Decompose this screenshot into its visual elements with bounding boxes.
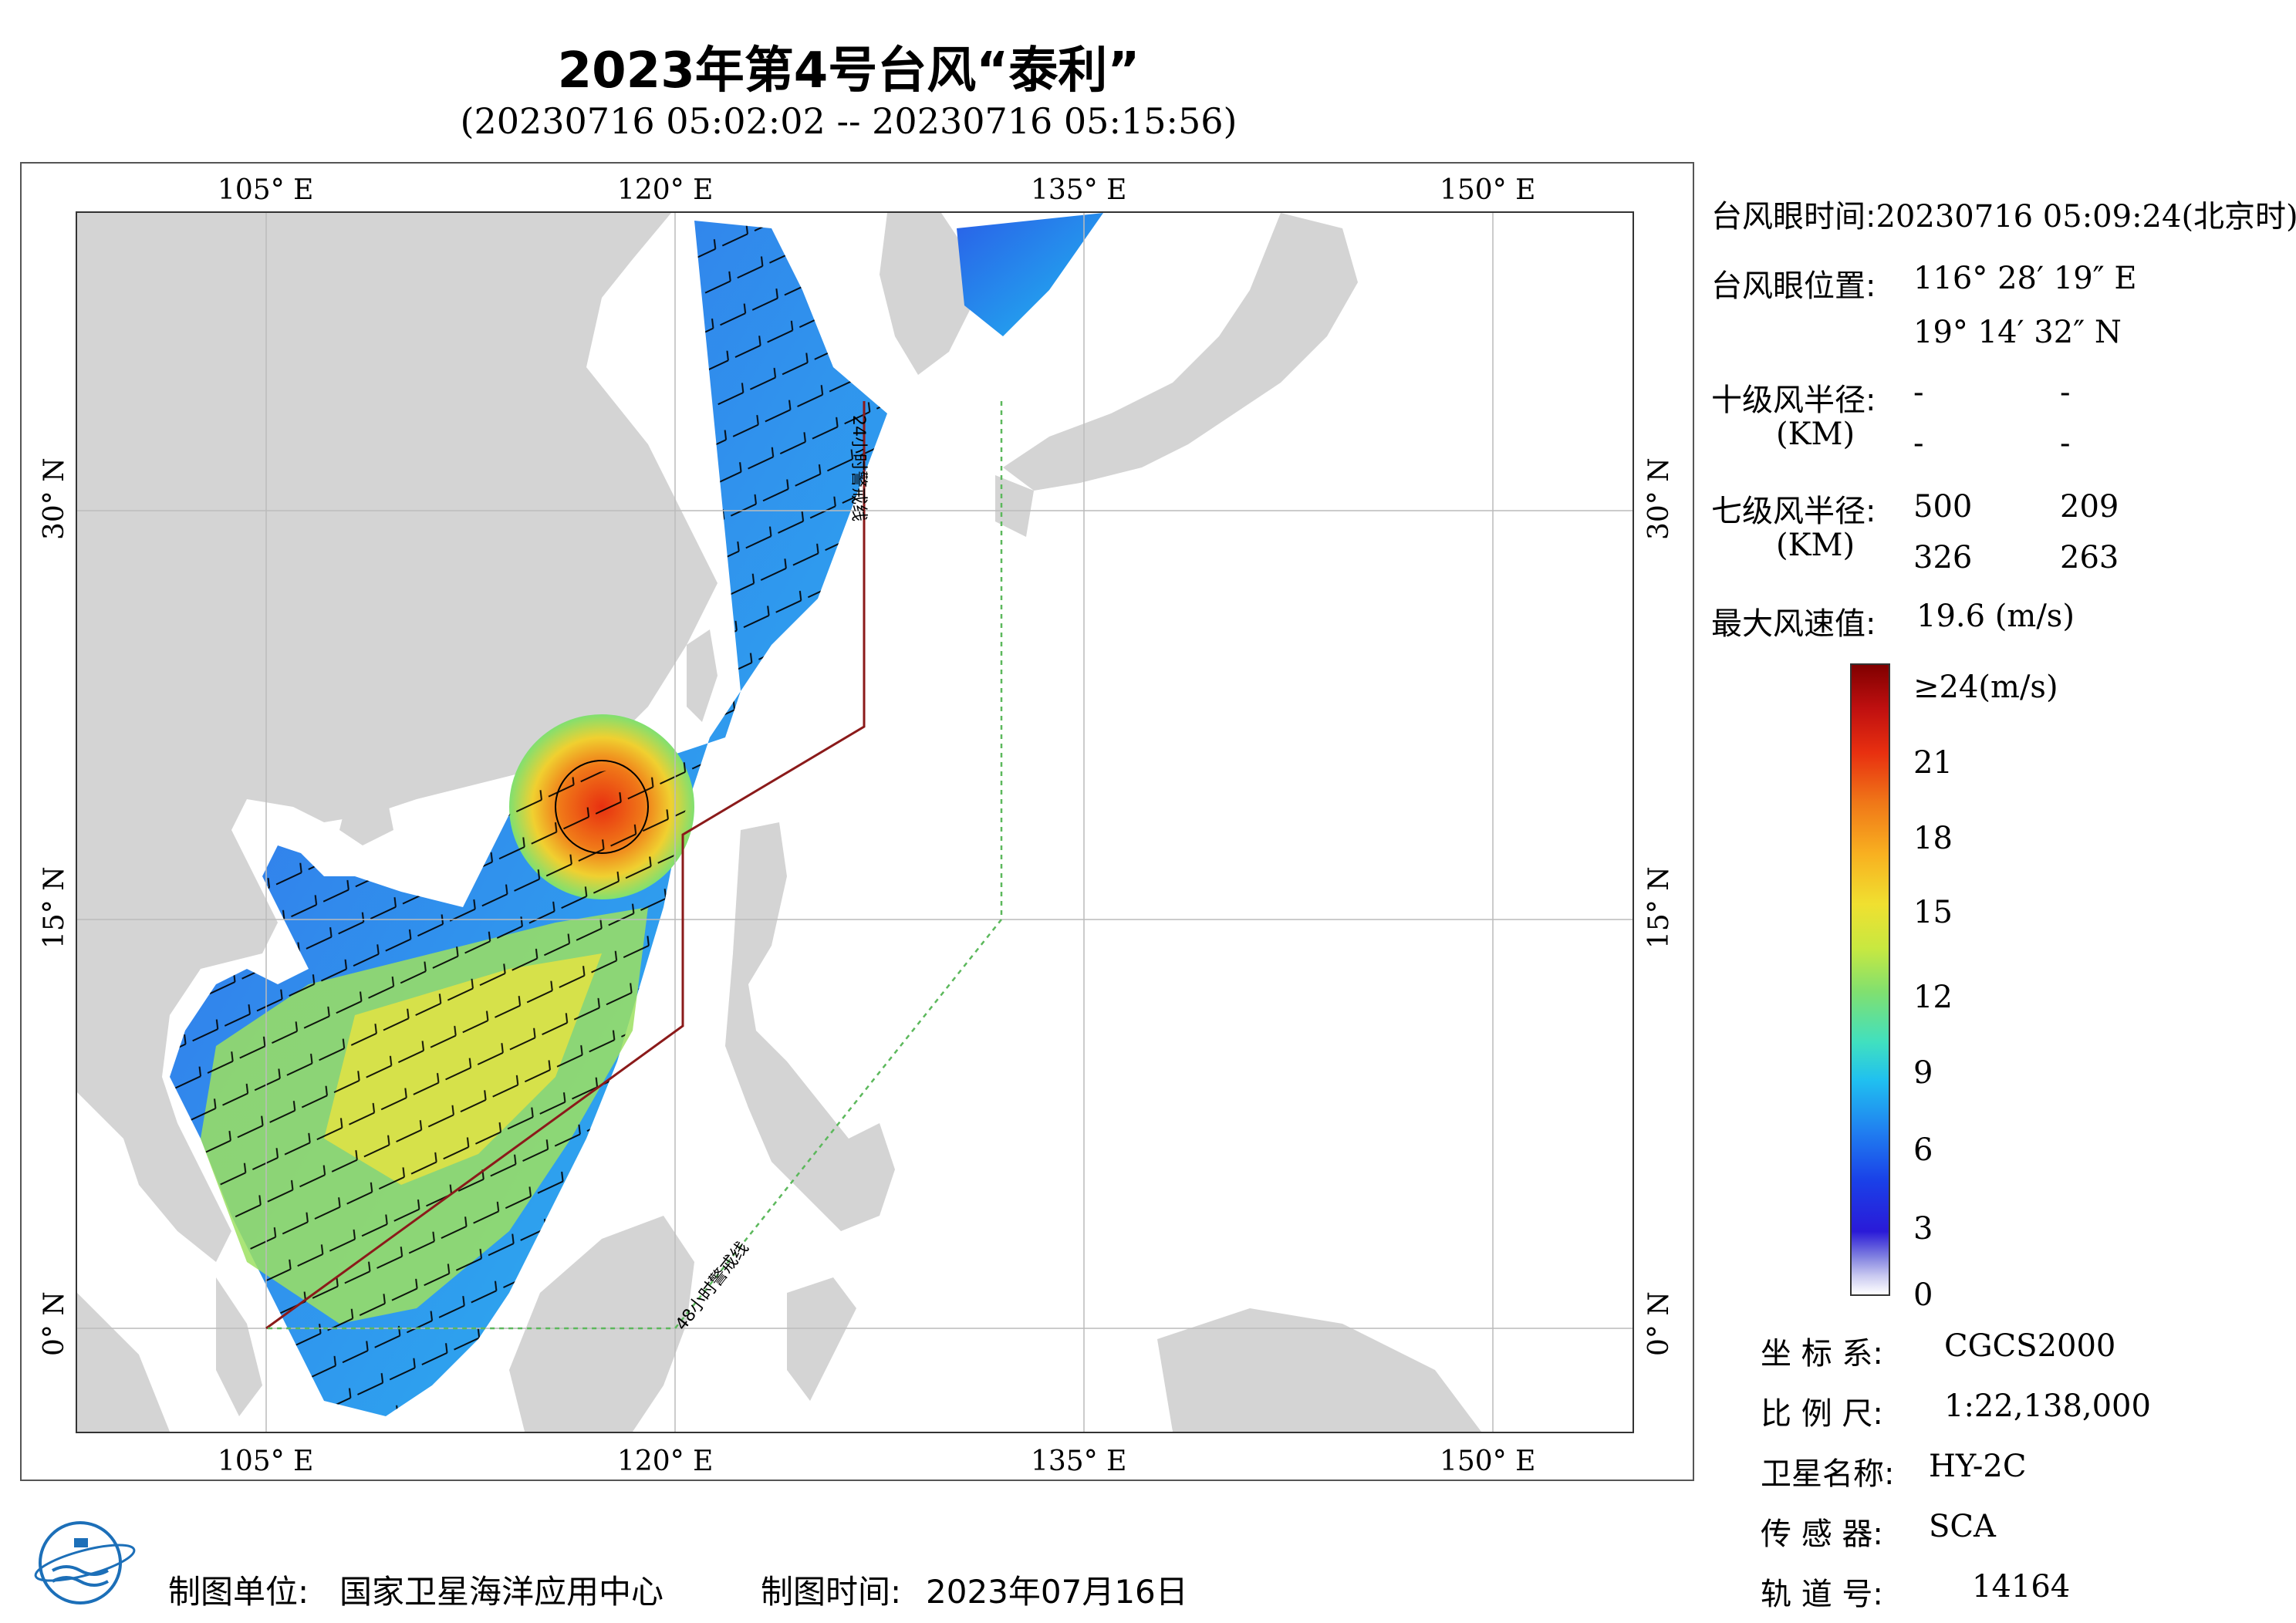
max-wind-value: 19.6 (m/s) <box>1916 599 2075 634</box>
lon-label-bottom-120: 120° E <box>617 1446 714 1477</box>
lon-label-top-120: 120° E <box>617 174 714 206</box>
colorbar-label-3: 3 <box>1913 1211 1933 1247</box>
scale-value: 1:22,138,000 <box>1944 1388 2151 1424</box>
lat-label-right-0: 0° N <box>1643 1291 1675 1356</box>
max-wind-label: 最大风速值: <box>1711 606 1876 642</box>
typhoon-eye-ring <box>555 760 649 854</box>
footer-date: 2023年07月16日 <box>926 1573 1188 1611</box>
map-subtitle: (20230716 05:02:02 -- 20230716 05:15:56) <box>460 100 1237 142</box>
wind-speed-colorbar <box>1850 663 1890 1296</box>
orbit-value: 14164 <box>1972 1569 2071 1604</box>
colorbar-label-9: 9 <box>1913 1055 1933 1091</box>
nsoas-logo <box>31 1517 139 1609</box>
r7-value-2: 209 <box>2060 489 2119 525</box>
graticule <box>77 213 1633 1432</box>
footer-org: 国家卫星海洋应用中心 <box>339 1573 664 1611</box>
lat-label-left-15: 15° N <box>39 866 70 949</box>
lon-label-bottom-150: 150° E <box>1440 1446 1536 1477</box>
sensor-value: SCA <box>1929 1509 1996 1544</box>
lon-label-top-150: 150° E <box>1440 174 1536 206</box>
colorbar-label-18: 18 <box>1913 821 1953 856</box>
eye-time-value: 20230716 05:09:24(北京时) <box>1876 199 2296 235</box>
map-frame <box>20 162 1694 1481</box>
colorbar-label-15: 15 <box>1913 895 1953 930</box>
r10-value-1: - <box>1913 375 1924 410</box>
lat-label-left-30: 30° N <box>39 457 70 540</box>
lat-label-right-15: 15° N <box>1643 866 1675 949</box>
lon-label-bottom-135: 135° E <box>1031 1446 1127 1477</box>
r7-value-4: 263 <box>2060 540 2119 575</box>
r7-km-label: (KM) <box>1776 528 1855 563</box>
warning-line-24h <box>265 401 866 1330</box>
colorbar-label-0: 0 <box>1913 1277 1933 1313</box>
lat-label-left-0: 0° N <box>39 1291 70 1356</box>
wind-field-map[interactable]: 24小时警戒线 48小时警戒线 <box>76 211 1634 1433</box>
r7-value-3: 326 <box>1913 540 1973 575</box>
lon-label-top-105: 105° E <box>218 174 314 206</box>
colorbar-label-24: ≥24(m/s) <box>1913 670 2058 705</box>
r10-value-4: - <box>2060 426 2071 461</box>
crs-label: 坐 标 系: <box>1761 1336 1883 1372</box>
footer-org-label: 制图单位: <box>168 1573 309 1611</box>
lat-label-right-30: 30° N <box>1643 457 1675 540</box>
colorbar-label-12: 12 <box>1913 980 1953 1015</box>
eye-pos-label: 台风眼位置: <box>1711 268 1876 304</box>
r7-label: 七级风半径: <box>1711 494 1876 529</box>
scale-label: 比 例 尺: <box>1761 1396 1883 1432</box>
warning-24h-label: 24小时警戒线 <box>849 415 868 521</box>
sensor-label: 传 感 器: <box>1761 1517 1883 1552</box>
r7-value-1: 500 <box>1913 489 1973 525</box>
r10-value-2: - <box>2060 375 2071 410</box>
colorbar-label-6: 6 <box>1913 1132 1933 1168</box>
map-title: 2023年第4号台风“泰利” <box>557 42 1140 100</box>
wind-swath <box>170 213 1103 1416</box>
satellite-label: 卫星名称: <box>1761 1456 1895 1492</box>
satellite-value: HY-2C <box>1929 1449 2027 1484</box>
eye-pos-row: 台风眼位置: <box>1711 261 1876 305</box>
lon-label-top-135: 135° E <box>1031 174 1127 206</box>
orbit-label: 轨 道 号: <box>1761 1577 1883 1612</box>
eye-lon: 116° 28′ 19″ E <box>1913 261 2137 296</box>
colorbar-label-21: 21 <box>1913 745 1953 781</box>
lon-label-bottom-105: 105° E <box>218 1446 314 1477</box>
warning-line-48h <box>266 401 1003 1330</box>
eye-time-label: 台风眼时间: <box>1711 199 1876 235</box>
map-canvas: 24小时警戒线 48小时警戒线 <box>77 213 1633 1432</box>
eye-time-row: 台风眼时间:20230716 05:09:24(北京时) <box>1711 191 2296 236</box>
footer-date-label: 制图时间: <box>761 1573 902 1611</box>
crs-value: CGCS2000 <box>1944 1328 2116 1364</box>
land-masses <box>77 213 1481 1432</box>
r10-km-label: (KM) <box>1776 417 1855 452</box>
eye-lat: 19° 14′ 32″ N <box>1913 315 2122 350</box>
r10-label: 十级风半径: <box>1711 383 1876 418</box>
r10-value-3: - <box>1913 426 1924 461</box>
